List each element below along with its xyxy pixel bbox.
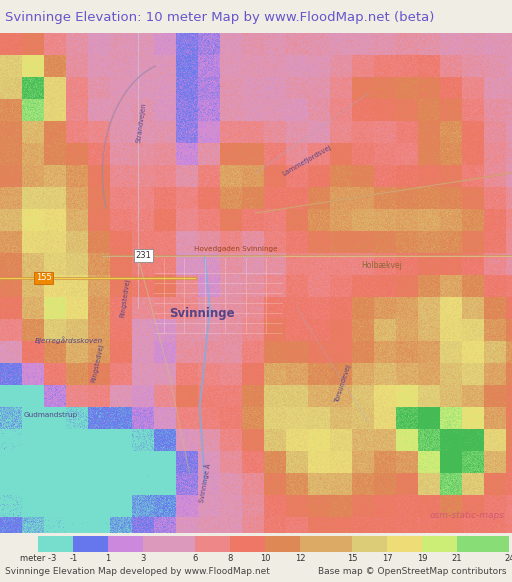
Text: Hovedgaden Svinninge: Hovedgaden Svinninge (194, 247, 278, 253)
Text: Lammefjordsvej: Lammefjordsvej (282, 144, 333, 177)
Bar (265, 535, 300, 552)
Text: -1: -1 (69, 554, 77, 563)
Text: Ringstedvej: Ringstedvej (120, 278, 131, 318)
Text: 6: 6 (193, 554, 198, 563)
Text: Svinninge Elevation: 10 meter Map by www.FloodMap.net (beta): Svinninge Elevation: 10 meter Map by www… (5, 12, 435, 24)
Bar (422, 535, 457, 552)
Text: 8: 8 (228, 554, 233, 563)
Text: 17: 17 (382, 554, 393, 563)
Bar (352, 535, 387, 552)
Text: Svinninge Å: Svinninge Å (198, 463, 212, 503)
Text: 10: 10 (260, 554, 270, 563)
Bar (196, 535, 230, 552)
Text: Base map © OpenStreetMap contributors: Base map © OpenStreetMap contributors (318, 566, 507, 576)
Bar (38, 535, 73, 552)
Text: osm-static-maps: osm-static-maps (430, 512, 504, 520)
Text: 1: 1 (105, 554, 111, 563)
Text: Svinninge: Svinninge (169, 307, 235, 320)
Bar (300, 535, 352, 552)
Text: 231: 231 (135, 251, 152, 260)
Text: 19: 19 (417, 554, 428, 563)
Text: 12: 12 (295, 554, 305, 563)
Text: Gudmandstrup: Gudmandstrup (24, 413, 78, 418)
Bar (387, 535, 422, 552)
Bar (108, 535, 143, 552)
Text: 15: 15 (347, 554, 358, 563)
Text: 21: 21 (452, 554, 462, 563)
Text: Holbækvej: Holbækvej (361, 261, 402, 270)
Text: 3: 3 (140, 554, 146, 563)
Text: meter -3: meter -3 (20, 554, 57, 563)
Text: Torsundevej: Torsundevej (334, 363, 352, 403)
Bar (143, 535, 196, 552)
Text: Strandvejen: Strandvejen (136, 102, 147, 143)
Bar (73, 535, 108, 552)
Text: Bjerregårdsskoven: Bjerregårdsskoven (35, 336, 103, 345)
Text: 24: 24 (504, 554, 512, 563)
Text: 155: 155 (36, 274, 51, 282)
Text: Ringstedvej: Ringstedvej (90, 343, 104, 383)
Bar (457, 535, 509, 552)
Text: Svinninge Elevation Map developed by www.FloodMap.net: Svinninge Elevation Map developed by www… (5, 566, 270, 576)
Bar (230, 535, 265, 552)
